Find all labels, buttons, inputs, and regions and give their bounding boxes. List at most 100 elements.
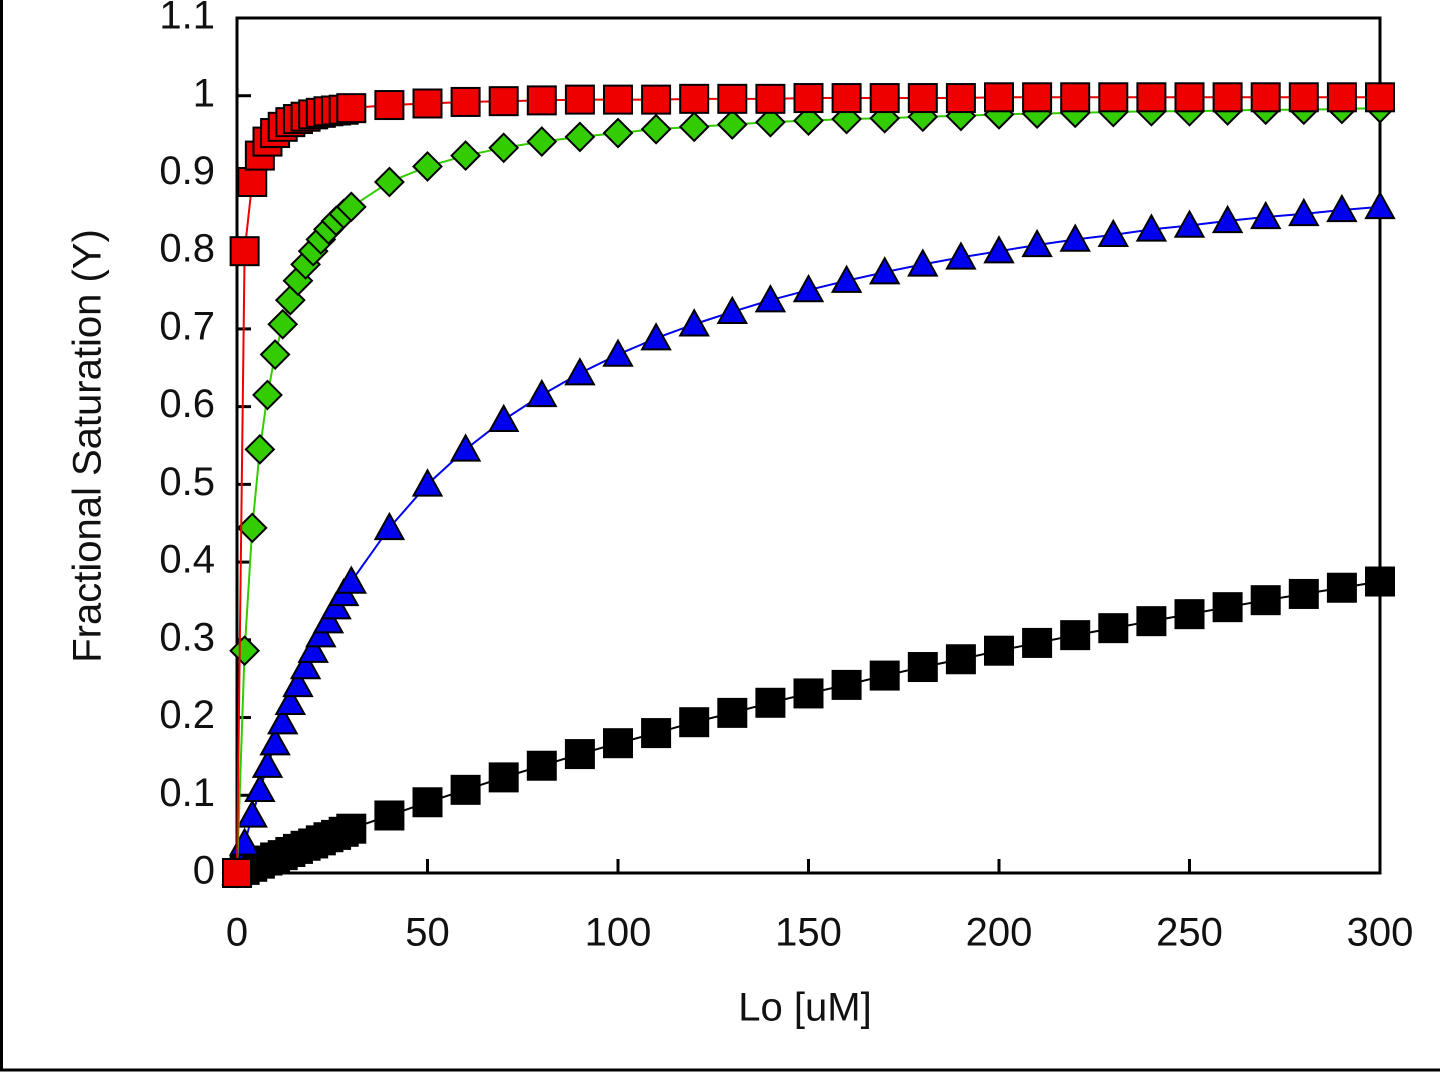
y-tick-label: 0.2 [159, 693, 215, 737]
diamond-marker [602, 117, 634, 149]
y-tick-label: 0.6 [159, 382, 215, 426]
square-marker [869, 83, 900, 114]
triangle-marker [640, 322, 672, 351]
triangle-marker [1135, 213, 1168, 242]
x-axis-label: Lo [uM] [738, 986, 871, 1030]
square-marker [1022, 82, 1053, 113]
square-marker [1098, 82, 1129, 113]
square-marker [793, 83, 824, 114]
triangle-marker [305, 619, 337, 648]
triangle-marker [792, 273, 825, 303]
square-marker [907, 652, 938, 683]
square-marker [374, 90, 405, 121]
triangle-marker [335, 565, 367, 594]
triangle-marker [564, 357, 596, 386]
triangle-marker [1288, 197, 1320, 227]
y-tick-label: 0.8 [159, 227, 215, 271]
square-marker [641, 84, 672, 115]
diamond-marker [564, 121, 596, 153]
diamond-marker [252, 379, 283, 411]
square-marker [336, 813, 367, 844]
square-marker [945, 644, 976, 675]
square-marker [564, 84, 595, 115]
triangle-marker [1021, 228, 1053, 258]
triangle-marker [244, 773, 276, 803]
square-marker [984, 82, 1014, 113]
triangle-marker [312, 605, 345, 634]
square-marker [1288, 82, 1319, 113]
x-tick-label: 200 [966, 911, 1033, 955]
square-marker [237, 167, 268, 198]
square-marker [564, 739, 595, 770]
y-tick-label: 0.9 [159, 149, 215, 193]
series-line [236, 96, 1380, 874]
square-marker [526, 85, 557, 116]
y-tick-label: 0 [193, 849, 215, 893]
triangle-marker [289, 650, 322, 680]
square-marker [907, 83, 938, 114]
x-tick-label: 100 [585, 911, 652, 955]
square-marker [1022, 627, 1053, 658]
square-marker [679, 83, 710, 114]
triangle-marker [1326, 193, 1358, 223]
diamond-marker [793, 105, 824, 137]
square-marker [1098, 613, 1129, 644]
triangle-marker [488, 403, 520, 433]
square-marker [755, 687, 786, 718]
square-marker [450, 86, 481, 117]
triangle-marker [754, 284, 787, 313]
triangle-marker [411, 468, 444, 497]
square-marker [869, 660, 900, 691]
square-marker [679, 707, 710, 738]
triangle-marker [1364, 190, 1396, 220]
series-line [236, 205, 1381, 874]
triangle-marker [907, 248, 939, 277]
triangle-marker [1097, 218, 1129, 248]
x-tick-label: 150 [775, 911, 842, 955]
square-marker [603, 84, 633, 115]
square-marker [1060, 82, 1091, 113]
square-marker [603, 728, 633, 759]
diamond-marker [678, 111, 710, 143]
diamond-marker [640, 113, 672, 145]
triangle-marker [449, 433, 482, 462]
square-marker [717, 83, 748, 114]
triangle-marker [716, 295, 748, 325]
triangle-marker [251, 749, 284, 778]
plot-area [235, 16, 1382, 875]
square-marker [945, 83, 976, 114]
diamond-marker [229, 635, 261, 667]
square-marker [641, 718, 672, 749]
square-marker [1288, 578, 1319, 609]
square-marker [1136, 606, 1167, 637]
square-marker [488, 762, 519, 793]
square-marker [1136, 82, 1167, 113]
y-tick-label: 0.1 [159, 771, 215, 815]
square-marker [1326, 572, 1357, 603]
square-marker [831, 83, 862, 114]
square-marker [1326, 82, 1357, 113]
y-tick-label: 0.4 [159, 538, 215, 582]
square-marker [793, 678, 824, 709]
triangle-marker [259, 727, 291, 756]
square-marker [831, 669, 862, 700]
square-marker [450, 774, 481, 805]
square-marker [1365, 82, 1395, 113]
diamond-marker [335, 191, 367, 223]
square-marker [1250, 82, 1281, 113]
triangle-marker [274, 686, 307, 715]
y-tick-label: 1.1 [159, 0, 215, 38]
triangle-marker [602, 338, 634, 367]
diamond-marker [488, 132, 520, 164]
y-tick-label: 0.5 [159, 460, 215, 504]
y-tick-label: 0.7 [159, 304, 215, 348]
square-marker [229, 236, 260, 267]
diamond-marker [244, 433, 276, 465]
series-line [236, 580, 1381, 874]
x-tick-label: 0 [226, 911, 248, 955]
triangle-marker [1211, 204, 1244, 234]
x-tick-label: 250 [1156, 911, 1223, 955]
diamond-marker [450, 140, 482, 171]
